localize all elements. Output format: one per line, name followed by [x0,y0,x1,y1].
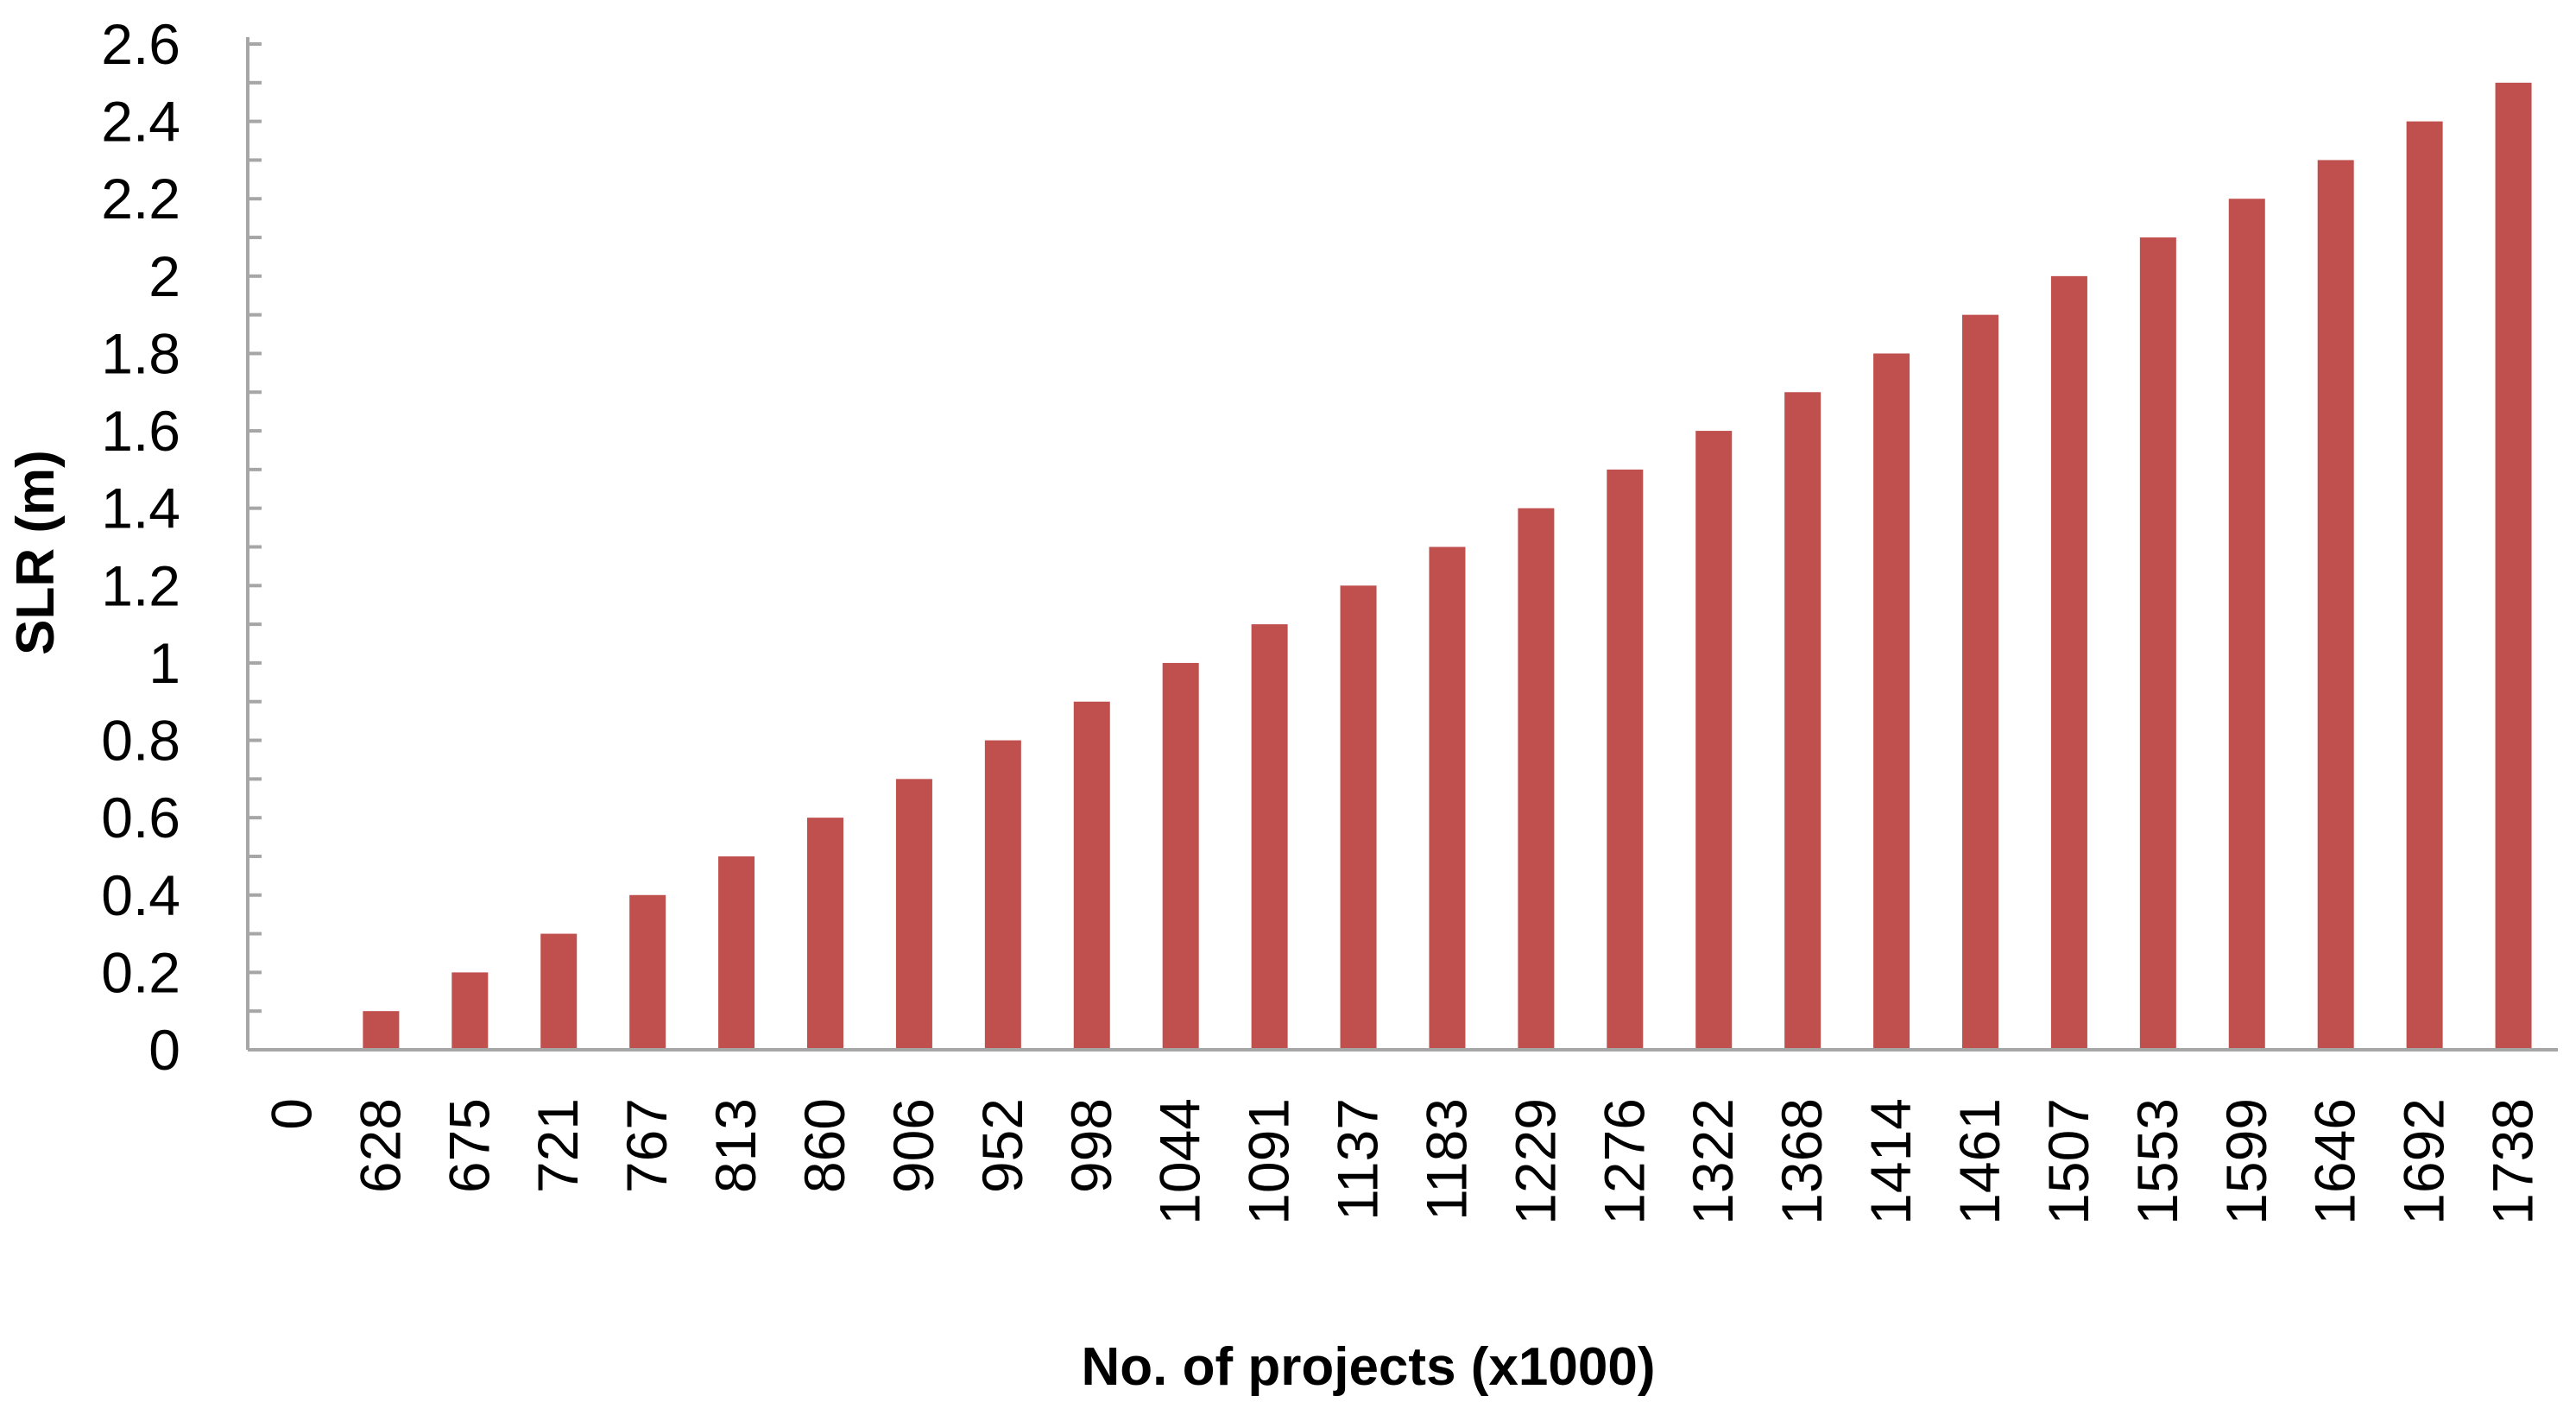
x-tick-label: 1738 [2481,1098,2545,1225]
x-tick-label: 1368 [1770,1098,1834,1225]
y-tick-label: 0.2 [101,940,180,1004]
x-tick-label: 1091 [1237,1098,1301,1225]
bar [1784,392,1822,1050]
y-tick-label: 2 [148,244,180,308]
y-axis-title: SLR (m) [6,450,66,655]
x-tick-label: 998 [1059,1098,1123,1193]
bar [1962,314,1998,1051]
bar [1162,662,1199,1050]
y-tick-label: 0.6 [101,786,180,849]
bar [2317,160,2354,1050]
x-tick-label: 1276 [1592,1098,1656,1225]
x-tick-label: 1183 [1414,1098,1478,1221]
y-axis: 0 0.2 0.4 0.6 0.8 1 1.2 1.4 1.6 1.8 2 2.2 2.4 2.6 [101,12,262,1082]
x-tick-label: 1322 [1681,1098,1745,1225]
x-tick-label: 906 [881,1098,945,1193]
bar [1073,701,1110,1050]
x-tick-label: 813 [704,1098,767,1193]
x-tick-label: 0 [259,1098,323,1130]
bar [895,779,932,1050]
x-axis-title: No. of projects (x1000) [1082,1337,1656,1397]
bar [984,740,1021,1050]
y-tick-label: 0 [148,1018,180,1082]
x-axis: 0 628 675 721 767 813 860 906 952 998 1044 1091 1137… [248,1048,2558,1225]
y-tick-label: 1.8 [101,321,180,385]
bar [540,933,578,1050]
bar [1518,508,1555,1050]
x-tick-label: 1692 [2392,1098,2456,1225]
y-tick-label: 1.4 [101,477,180,540]
x-tick-label: 1646 [2303,1098,2367,1225]
y-tick-label: 1.6 [101,399,180,463]
bar [1873,353,1910,1050]
y-tick-label: 2.4 [101,90,180,154]
x-tick-label: 1044 [1148,1098,1212,1225]
y-tick-label: 1 [148,631,180,695]
y-tick-label: 2.6 [101,12,180,76]
x-tick-label: 1229 [1503,1098,1567,1225]
y-tick-label: 0.8 [101,709,180,773]
bar [1429,546,1466,1050]
bar [1340,585,1377,1050]
bar [2406,121,2443,1051]
x-tick-label: 952 [970,1098,1034,1193]
y-tick-label: 2.2 [101,167,180,231]
bar [1607,469,1644,1050]
y-tick-label: 1.2 [101,553,180,617]
x-tick-label: 860 [792,1098,856,1193]
y-tick-label: 0.4 [101,863,180,927]
bar [2495,82,2532,1050]
x-tick-label: 1137 [1326,1098,1390,1221]
bar [718,856,755,1050]
x-tick-label: 1461 [1948,1098,2011,1225]
x-tick-label: 1507 [2036,1098,2100,1225]
bar [2050,275,2087,1050]
x-tick-label: 767 [615,1098,679,1193]
bar [629,894,666,1050]
bar [2139,237,2176,1050]
x-tick-label: 1414 [1859,1098,1923,1225]
bar [2228,199,2265,1050]
bar [1251,624,1288,1050]
x-tick-label: 675 [437,1098,501,1193]
bar [1695,431,1733,1051]
bar [807,818,843,1050]
x-tick-label: 721 [526,1098,590,1193]
bar [363,1011,400,1050]
x-tick-label: 1553 [2125,1098,2189,1225]
bar-series [363,82,2532,1051]
x-tick-label: 1599 [2214,1098,2278,1225]
bar [451,972,489,1050]
x-tick-label: 628 [348,1098,412,1193]
